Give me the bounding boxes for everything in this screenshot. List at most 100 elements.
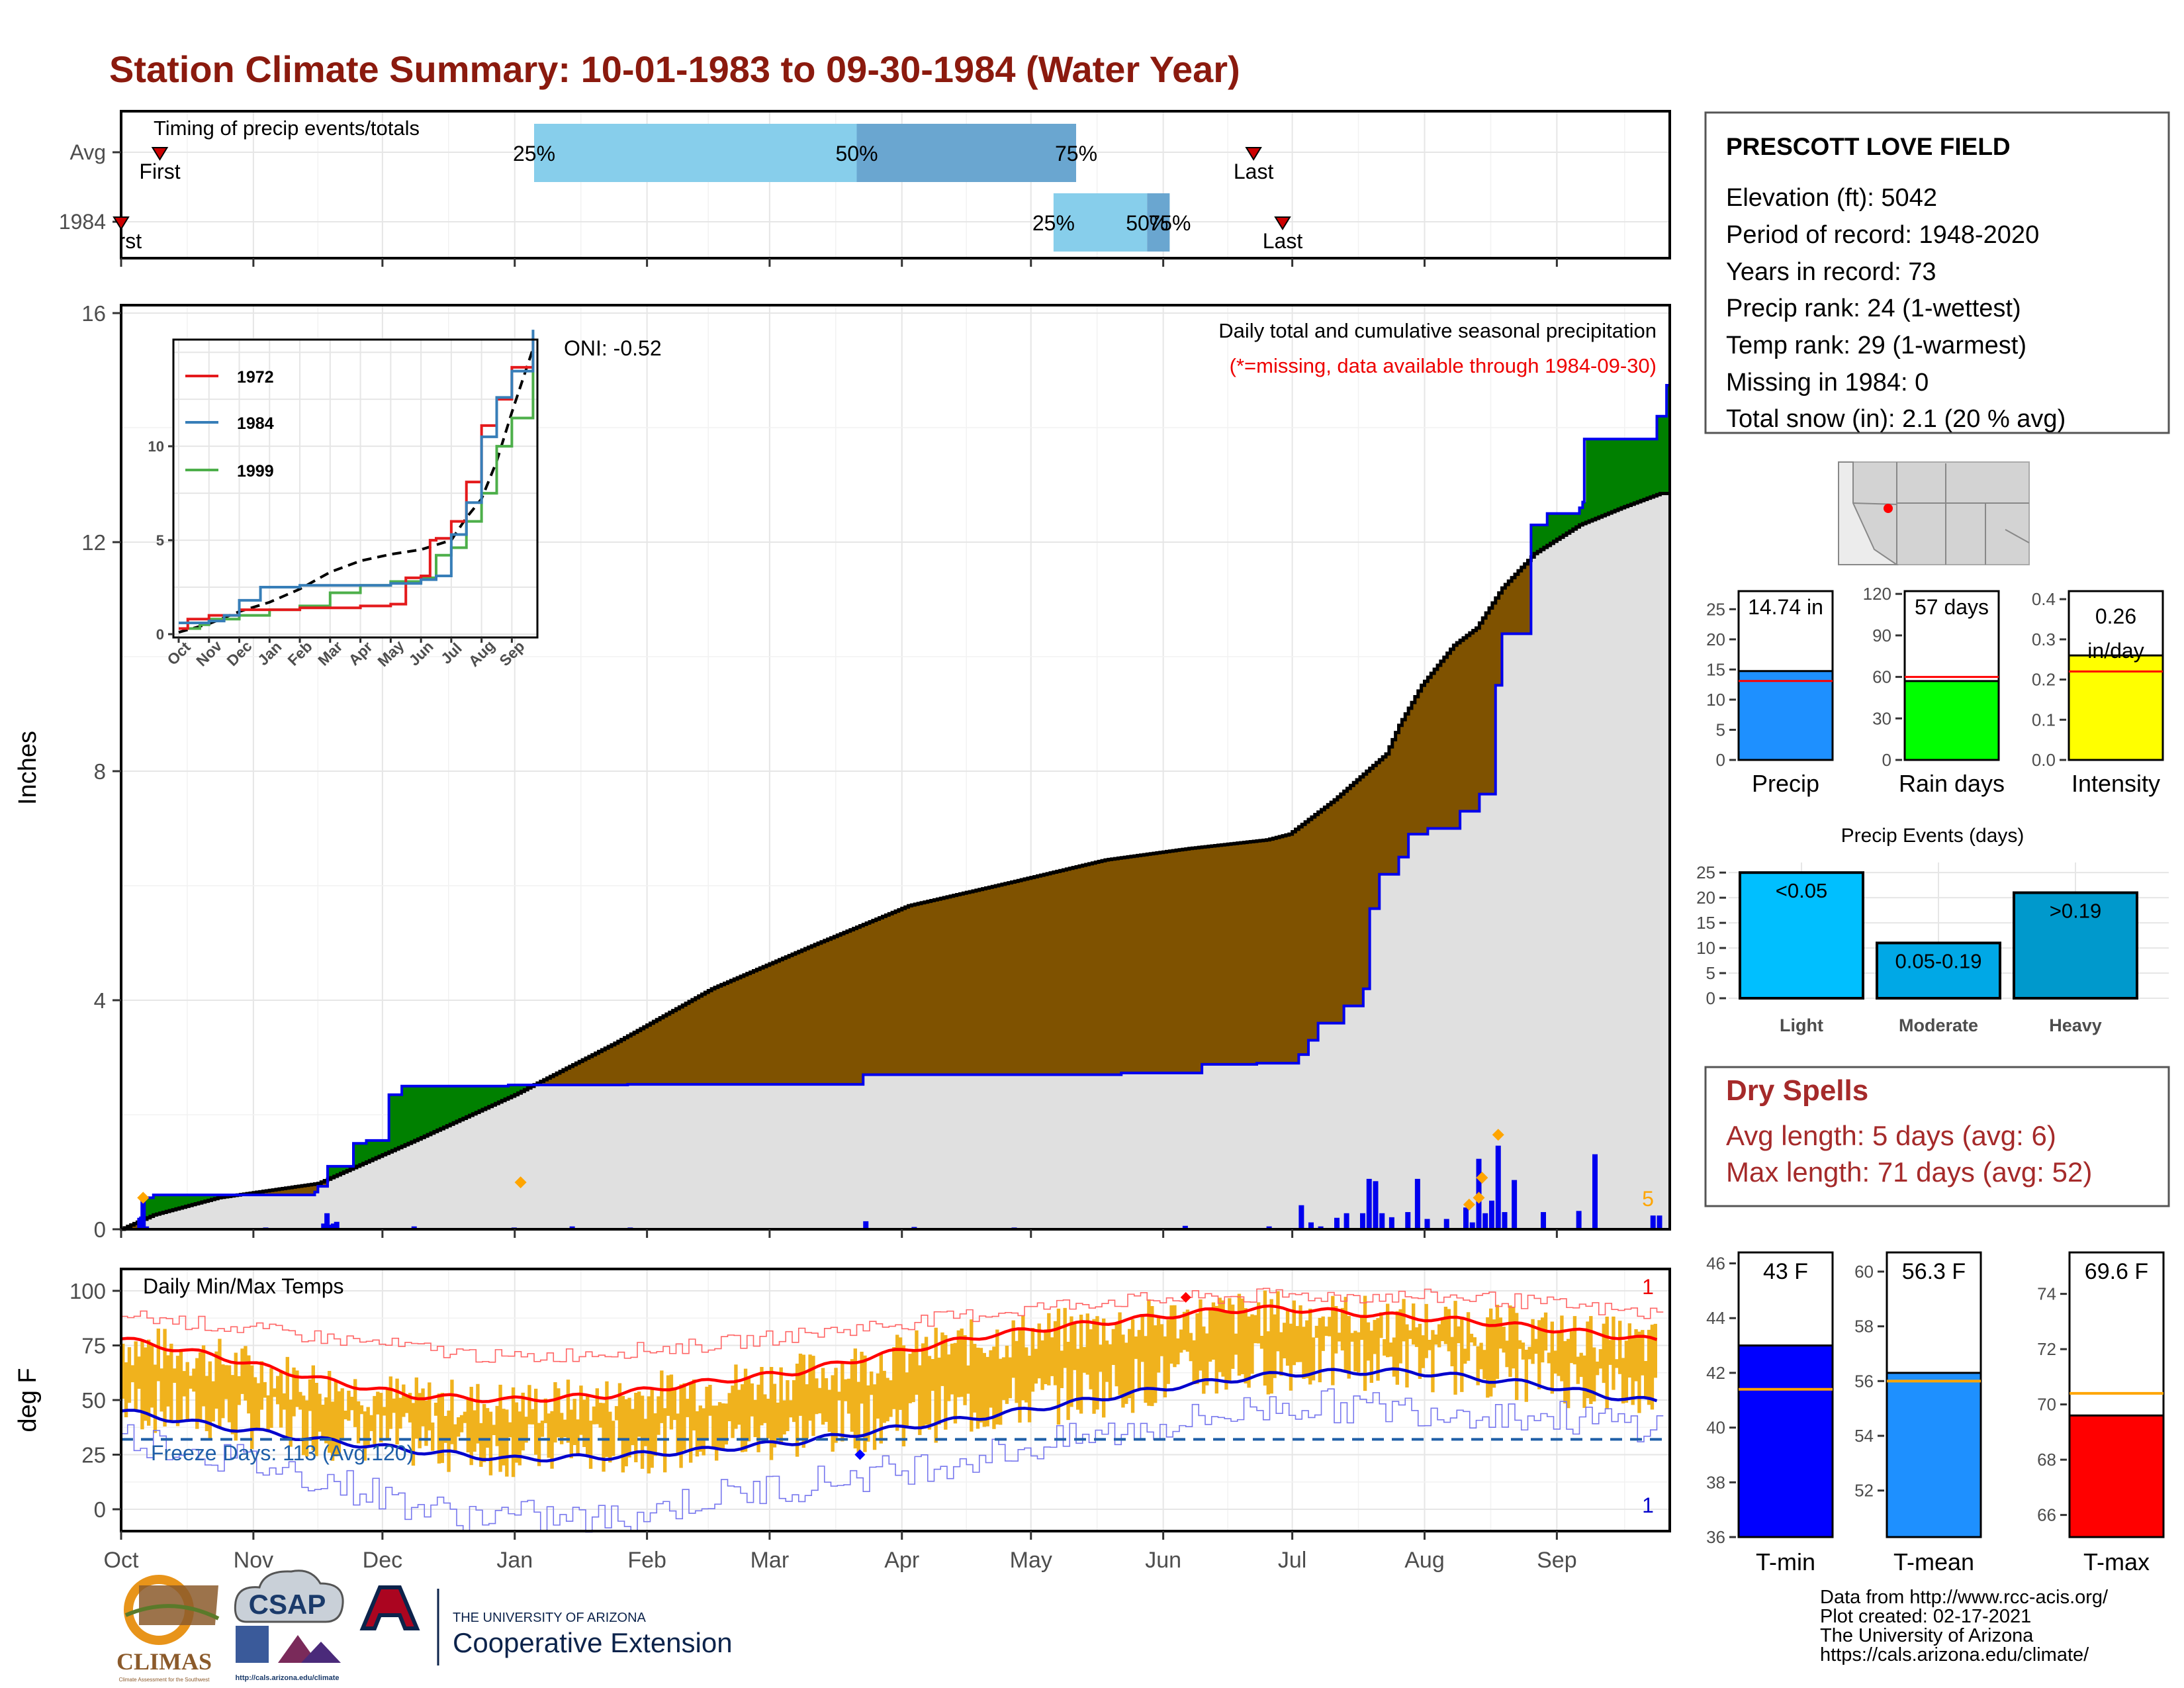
daily-precip-bar [1482, 1213, 1488, 1229]
station-info-box: PRESCOTT LOVE FIELD Elevation (ft): 5042… [1704, 111, 2170, 434]
month-tick-label: Nov [234, 1548, 273, 1573]
inset-grid [173, 340, 537, 637]
timing-row-label-year: 1984 [59, 210, 106, 234]
mini-bar-tick-label: 0.4 [2032, 589, 2056, 609]
events-bar-label: >0.19 [2050, 900, 2101, 923]
daily-precip-bar [863, 1221, 869, 1229]
precip-y-tick-label: 12 [81, 530, 106, 555]
temp-bar-tick-label: 60 [1854, 1262, 1874, 1282]
inset-x-tick-label: Jul [437, 639, 465, 667]
year-q75-label: 75% [1148, 211, 1191, 235]
month-tick-label: Jun [1145, 1548, 1181, 1573]
year-first-marker [113, 216, 130, 230]
temp-bar-tick-label: 52 [1854, 1481, 1874, 1501]
inset-y-tick-label: 10 [148, 438, 164, 455]
events-tick-label: 0 [1706, 988, 1715, 1008]
station-name: PRESCOTT LOVE FIELD [1726, 133, 2011, 160]
dry-spells-max: Max length: 71 days (avg: 52) [1726, 1156, 2092, 1188]
avg-first-label: First [139, 160, 180, 183]
temp-y-tick-label: 50 [81, 1388, 106, 1413]
inset-x-tick-label: Aug [465, 637, 498, 670]
events-bar-label: 0.05-0.19 [1895, 949, 1982, 972]
temp-bar-category-label: T-max [2083, 1548, 2150, 1575]
events-category-label: Heavy [2049, 1015, 2102, 1035]
events-title: Precip Events (days) [1841, 825, 2025, 847]
daily-precip-bar [1308, 1222, 1314, 1229]
month-tick-label: Dec [363, 1548, 402, 1573]
temp-y-tick-label: 75 [81, 1334, 106, 1358]
inset-lines [178, 330, 535, 634]
daily-precip-bar [1379, 1213, 1385, 1229]
precip-events-chart: Precip Events (days) <0.05 Light 0.05-0.19… [1696, 825, 2169, 1035]
events-tick-label: 5 [1706, 963, 1715, 983]
temp-plot-area [120, 1288, 1670, 1533]
temp-bar-value [1886, 1372, 1982, 1538]
dry-spells-avg: Avg length: 5 days (avg: 6) [1726, 1120, 2056, 1151]
inset-x-tick-label: Nov [193, 637, 225, 669]
csap-logo-text: CSAP [249, 1589, 326, 1620]
mini-bar-value [2068, 654, 2164, 761]
inset-x-tick-label: Apr [345, 638, 375, 669]
inset-x-tick-label: May [374, 637, 407, 670]
oni-label: ONI: -0.52 [564, 336, 662, 360]
daily-precip-bar [1414, 1178, 1420, 1229]
temp-bar-chart-t-mean: 52 54 56 58 60 56.3 F T-mean [1854, 1251, 1982, 1575]
daily-precip-bar [1650, 1215, 1656, 1229]
precip-y-axis: 0 4 8 12 16 [81, 301, 121, 1242]
freeze-days-label: Freeze Days: 113 (Avg.120) [151, 1441, 414, 1465]
dry-spells-box: Dry Spells Avg length: 5 days (avg: 6) M… [1704, 1066, 2170, 1207]
mini-bar-tick-label: 25 [1706, 599, 1725, 619]
inset-legend: 1972 1984 1999 [185, 368, 274, 481]
temp-bar-tick-label: 74 [2037, 1284, 2056, 1304]
average-min-temp-line [120, 1367, 1658, 1463]
credit-data-source: Data from http://www.rcc-acis.org/ [1820, 1587, 2109, 1608]
year-q50-q75-bar [1147, 193, 1170, 252]
station-years: Years in record: 73 [1726, 258, 1936, 286]
daily-precip-bar [1266, 1226, 1272, 1229]
daily-precip-bar [1469, 1222, 1475, 1229]
year-first-label: First [101, 229, 142, 253]
daily-precip-bar [1657, 1215, 1662, 1229]
mini-bar-charts: 0 5 10 15 20 25 14.74 in Precip 0 30 60 90 120 57 day… [1706, 584, 2164, 797]
mini-bar-value [1737, 670, 1834, 761]
year-q25-label: 25% [1032, 211, 1075, 235]
station-location-dot [1884, 504, 1893, 513]
mini-bar-value-label: 57 days [1915, 595, 1989, 619]
month-tick-label: Sep [1537, 1548, 1577, 1573]
temp-y-label: deg F [14, 1368, 42, 1432]
events-tick-label: 25 [1696, 863, 1715, 882]
events-category-label: Light [1780, 1015, 1823, 1035]
daily-precip-bar [1373, 1181, 1379, 1229]
mini-bar-tick-label: 15 [1706, 659, 1725, 679]
events-bar-label: <0.05 [1776, 879, 1827, 902]
temps-heading: Daily Min/Max Temps [143, 1274, 343, 1298]
year-last-marker [1274, 216, 1291, 230]
events-category-label: Moderate [1899, 1015, 1978, 1035]
inset-legend-1999: 1999 [237, 462, 274, 481]
snow-event-marker [137, 1192, 150, 1204]
credit-website: https://cals.arizona.edu/climate/ [1820, 1644, 2089, 1665]
daily-precip-bar [1576, 1211, 1582, 1229]
record-low-marker [854, 1449, 866, 1460]
inset-legend-1984: 1984 [237, 414, 274, 433]
daily-precip-bar [1502, 1212, 1508, 1229]
daily-precip-bar [1388, 1217, 1394, 1229]
inset-x-tick-label: Mar [314, 637, 345, 669]
avg-q50-label: 50% [835, 142, 878, 165]
year-q25-q50-bar [1053, 193, 1148, 252]
events-bar-heavy [2013, 891, 2138, 1000]
year-last-label: Last [1263, 229, 1303, 253]
temp-y-axis: 0 25 50 75 100 [69, 1279, 121, 1522]
events-tick-label: 10 [1696, 938, 1715, 958]
timing-row-label-avg: Avg [69, 140, 106, 164]
record-low-count: 1 [1642, 1493, 1654, 1517]
precip-missing-note: (*=missing, data available through 1984-… [1230, 354, 1657, 377]
mini-bar-tick-label: 0.1 [2032, 710, 2056, 729]
temp-bar-chart-t-min: 36 38 40 42 44 46 43 F T-min [1706, 1251, 1834, 1575]
month-tick-label: Jul [1278, 1548, 1306, 1573]
university-of-arizona-logo: THE UNIVERSITY OF ARIZONA Cooperative Ex… [359, 1585, 733, 1665]
station-elevation: Elevation (ft): 5042 [1726, 184, 1937, 212]
month-tick-label: Apr [884, 1548, 919, 1573]
daily-precip-bar [1541, 1212, 1546, 1229]
record-high-count: 1 [1642, 1275, 1654, 1299]
